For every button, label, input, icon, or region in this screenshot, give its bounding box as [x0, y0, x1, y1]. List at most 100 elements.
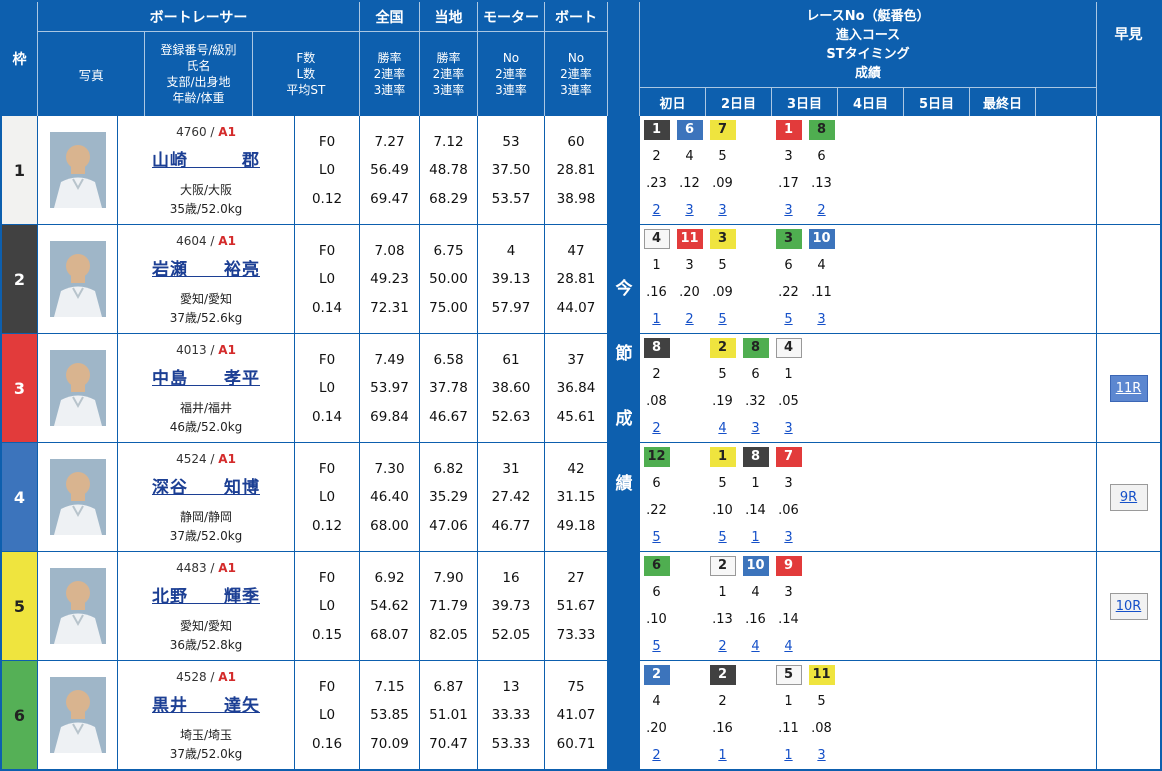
racer-profile: 4604 / A1 岩瀬 裕亮 愛知/愛知 37歳/52.6kg	[118, 225, 295, 333]
entry-course: 4	[751, 585, 760, 600]
motor-column-group: モーター No 2連率 3連率	[478, 2, 545, 116]
local-stats: 6.87 51.01 70.47	[420, 661, 478, 769]
st-timing: .22	[646, 503, 667, 518]
registration-line: 4760 / A1	[176, 125, 236, 139]
race-no-box: 2	[709, 337, 736, 358]
result-link[interactable]: 5	[784, 312, 793, 327]
st-timing: .19	[712, 394, 733, 409]
racer-name-link[interactable]: 北野 輝季	[152, 587, 260, 607]
racer-profile: 4483 / A1 北野 輝季 愛知/愛知 36歳/52.8kg	[118, 552, 295, 660]
national-stats: 7.15 53.85 70.09	[360, 661, 420, 769]
result-link[interactable]: 3	[784, 203, 793, 218]
st-timing: .09	[712, 285, 733, 300]
result-link[interactable]: 4	[751, 639, 760, 654]
race-no-box: 11	[676, 228, 703, 249]
boat-stats: 47 28.81 44.07	[545, 225, 608, 333]
result-link[interactable]: 2	[652, 421, 661, 436]
setsu-bar-segment	[608, 661, 640, 769]
hayami-link[interactable]: 10R	[1109, 592, 1148, 620]
racer-row-4: 4 4524 / A1 深谷 知博 静岡/静岡 37歳/52.0kg F0 L0 0.12 7.…	[2, 443, 1160, 552]
hayami-column-header: 早見	[1097, 2, 1160, 116]
result-link[interactable]: 5	[718, 312, 727, 327]
result-link[interactable]: 2	[652, 748, 661, 763]
class-badge: A1	[218, 343, 236, 357]
hayami-cell: 10R	[1097, 552, 1160, 660]
fl-stats: F0 L0 0.14	[295, 334, 360, 442]
result-link[interactable]: 1	[751, 530, 760, 545]
entry-course: 3	[784, 476, 793, 491]
st-timing: .09	[712, 176, 733, 191]
st-timing: .16	[712, 721, 733, 736]
fl-stats: F0 L0 0.14	[295, 225, 360, 333]
race-no-box: 8	[742, 446, 769, 467]
race-results-title-line: レースNo（艇番色）	[806, 8, 930, 24]
racer-photo	[38, 443, 118, 551]
st-timing: .20	[679, 285, 700, 300]
boat-column-group: ボート No 2連率 3連率	[545, 2, 608, 116]
boat-stats: 75 41.07 60.71	[545, 661, 608, 769]
result-link[interactable]: 2	[652, 203, 661, 218]
racer-name-link[interactable]: 深谷 知博	[152, 478, 260, 498]
setsu-bar-segment	[608, 552, 640, 660]
age-weight: 37歳/52.0kg	[169, 747, 243, 761]
race-no-box: 5	[775, 664, 802, 685]
branch-birthplace: 埼玉/埼玉	[179, 728, 233, 742]
course-row: 6 1 4 3	[640, 579, 1096, 606]
local-subheader: 勝率 2連率 3連率	[420, 32, 477, 116]
racer-row-2: 2 4604 / A1 岩瀬 裕亮 愛知/愛知 37歳/52.6kg F0 L0 0.14 7.…	[2, 225, 1160, 334]
hayami-cell: 9R	[1097, 443, 1160, 551]
entry-course: 5	[718, 367, 727, 382]
racer-photo	[38, 552, 118, 660]
st-timing: .17	[778, 176, 799, 191]
frame-number: 2	[2, 225, 38, 333]
st-timing: .16	[745, 612, 766, 627]
racer-group-header: ボートレーサー	[38, 2, 359, 32]
profile-header-line: 氏名	[186, 59, 211, 73]
race-no-box: 8	[643, 337, 670, 358]
result-link[interactable]: 2	[817, 203, 826, 218]
result-link[interactable]: 1	[784, 748, 793, 763]
boat-stats: 37 36.84 45.61	[545, 334, 608, 442]
result-link[interactable]: 3	[685, 203, 694, 218]
result-link[interactable]: 2	[685, 312, 694, 327]
fl-header-line: 平均ST	[286, 83, 326, 97]
racer-photo	[38, 334, 118, 442]
racer-name-link[interactable]: 山崎 郡	[152, 151, 260, 171]
entry-course: 6	[751, 367, 760, 382]
race-results-title-line: STタイミング	[826, 46, 910, 62]
st-timing: .22	[778, 285, 799, 300]
result-link[interactable]: 4	[784, 639, 793, 654]
racer-name-link[interactable]: 岩瀬 裕亮	[152, 260, 260, 280]
racer-photo-image	[49, 241, 106, 317]
race-results-grid: 8 2 8 4 2 5 6 1.08.19.32.05 2 4 3 3	[640, 334, 1097, 442]
result-link[interactable]: 1	[718, 748, 727, 763]
registration-line: 4604 / A1	[176, 234, 236, 248]
boat-stats: 60 28.81 38.98	[545, 116, 608, 224]
result-link[interactable]: 3	[718, 203, 727, 218]
entry-course: 6	[652, 585, 661, 600]
result-link[interactable]: 3	[751, 421, 760, 436]
result-link[interactable]: 3	[784, 421, 793, 436]
racer-profile: 4013 / A1 中島 孝平 福井/福井 46歳/52.0kg	[118, 334, 295, 442]
result-link[interactable]: 1	[652, 312, 661, 327]
result-link[interactable]: 2	[718, 639, 727, 654]
result-link[interactable]: 5	[652, 639, 661, 654]
hayami-link[interactable]: 9R	[1109, 483, 1148, 511]
registration-line: 4528 / A1	[176, 670, 236, 684]
race-no-box: 10	[742, 555, 769, 576]
hayami-link[interactable]: 11R	[1109, 374, 1148, 402]
result-link[interactable]: 3	[817, 748, 826, 763]
racer-name-link[interactable]: 中島 孝平	[152, 369, 260, 389]
result-link[interactable]: 5	[652, 530, 661, 545]
result-link[interactable]: 3	[784, 530, 793, 545]
result-link[interactable]: 4	[718, 421, 727, 436]
result-link[interactable]: 5	[718, 530, 727, 545]
entry-course: 6	[652, 476, 661, 491]
age-weight: 36歳/52.8kg	[169, 638, 243, 652]
setsu-bar-segment	[608, 334, 640, 442]
race-no-box: 1	[775, 119, 802, 140]
racer-name-link[interactable]: 黒井 達矢	[152, 696, 260, 716]
st-timing: .20	[646, 721, 667, 736]
race-no-row: 12 1 8 7	[640, 443, 1096, 470]
result-link[interactable]: 3	[817, 312, 826, 327]
